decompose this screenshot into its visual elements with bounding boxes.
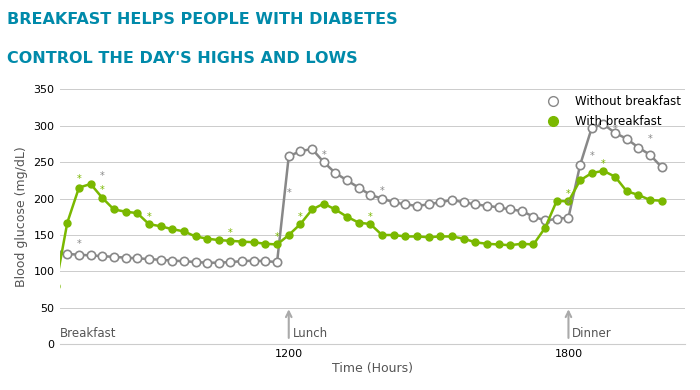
Text: *: * (612, 124, 617, 135)
Text: *: * (379, 186, 384, 197)
Text: Lunch: Lunch (293, 327, 328, 340)
Text: *: * (589, 151, 594, 161)
Legend: Without breakfast, With breakfast: Without breakfast, With breakfast (537, 90, 685, 133)
Text: *: * (601, 159, 606, 168)
Text: *: * (76, 239, 81, 249)
Y-axis label: Blood glucose (mg/dL): Blood glucose (mg/dL) (15, 146, 28, 287)
Text: *: * (274, 232, 279, 241)
Text: Dinner: Dinner (572, 327, 612, 340)
Text: CONTROL THE DAY'S HIGHS AND LOWS: CONTROL THE DAY'S HIGHS AND LOWS (7, 51, 358, 66)
Text: *: * (298, 212, 303, 222)
Text: *: * (321, 150, 326, 160)
Text: *: * (146, 212, 151, 222)
Text: *: * (286, 188, 291, 198)
Text: *: * (76, 174, 81, 184)
Text: *: * (368, 212, 372, 222)
Text: *: * (100, 171, 104, 181)
X-axis label: Time (Hours): Time (Hours) (332, 362, 413, 375)
Text: *: * (566, 188, 570, 199)
Text: *: * (228, 228, 233, 238)
Text: BREAKFAST HELPS PEOPLE WITH DIABETES: BREAKFAST HELPS PEOPLE WITH DIABETES (7, 12, 398, 27)
Text: *: * (648, 134, 652, 144)
Text: *: * (566, 200, 570, 209)
Text: Breakfast: Breakfast (60, 327, 116, 340)
Text: *: * (100, 185, 104, 195)
